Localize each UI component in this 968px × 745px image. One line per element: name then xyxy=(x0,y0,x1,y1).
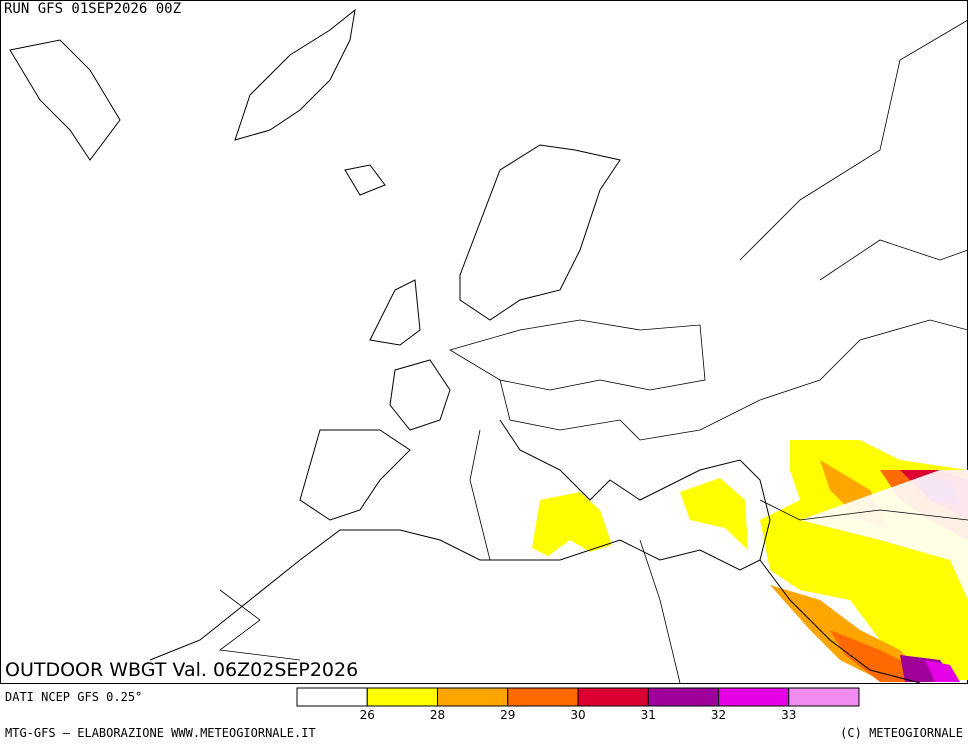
copyright: (C) METEOGIORNALE xyxy=(840,726,963,740)
legend-swatch xyxy=(507,687,579,707)
legend-swatch xyxy=(718,687,790,707)
coastlines xyxy=(9,8,921,684)
borders xyxy=(218,19,968,684)
legend-tick-label: 28 xyxy=(430,708,445,722)
legend-tick-label: 30 xyxy=(570,708,585,722)
legend-swatch xyxy=(577,687,649,707)
legend-tick-label: 26 xyxy=(360,708,375,722)
map-title: OUTDOOR WBGT Val. 06Z02SEP2026 xyxy=(5,659,358,681)
legend-tick-label: 32 xyxy=(711,708,726,722)
legend-swatch xyxy=(296,687,368,707)
wbgt-field xyxy=(532,440,968,682)
credit: MTG-GFS — ELABORAZIONE WWW.METEOGIORNALE… xyxy=(5,726,316,740)
data-source: DATI NCEP GFS 0.25° xyxy=(5,690,142,704)
legend-tick-label: 31 xyxy=(641,708,656,722)
legend-swatch xyxy=(647,687,719,707)
legend-swatch xyxy=(437,687,509,707)
legend-swatch xyxy=(366,687,438,707)
legend-swatch xyxy=(788,687,860,707)
legend-tick-label: 29 xyxy=(500,708,515,722)
legend-tick-label: 33 xyxy=(781,708,796,722)
run-label: RUN GFS 01SEP2026 00Z xyxy=(4,1,181,17)
color-legend: 26 28 29 30 31 32 33 xyxy=(296,687,860,722)
